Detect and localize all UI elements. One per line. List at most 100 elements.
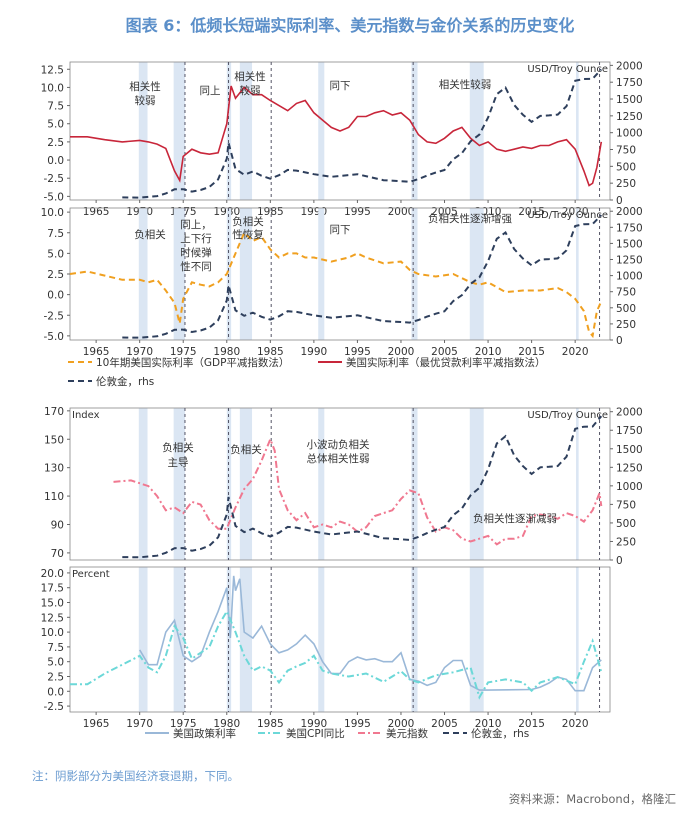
annotation-text: 性恢复 [232,228,264,241]
recession-band [239,408,253,560]
recession-band [138,567,148,712]
annotation-text: 同上， [180,219,212,231]
y-tick-label: -2.5 [44,701,65,713]
y-tick-label: 10.0 [41,207,64,219]
watermark-text: 格隆汇 [641,792,677,806]
recession-band [469,208,484,340]
y-tick-label: 7.5 [47,101,64,113]
y-tick-label: 170 [44,406,64,418]
rhs-tick-label: 1000 [616,128,643,140]
series-line-2 [70,609,603,700]
y-tick-label: 20.0 [41,568,64,580]
rhs-tick-label: 1750 [616,222,643,234]
rhs-tick-label: 1750 [616,77,643,89]
x-tick-label: 2005 [431,206,458,218]
rhs-tick-label: 250 [616,319,636,331]
recession-band [318,208,325,340]
y-tick-label: 90 [51,519,64,531]
y-tick-label: 10.0 [41,627,64,639]
x-tick-label: 2000 [388,206,415,218]
recession-band [226,408,232,560]
annotation-text: 负相关 [232,215,264,228]
rhs-tick-label: 1250 [616,462,643,474]
chart-panel-3: 170 150 130 110 90 70 2000 1750 1500 1250 1000 750 5… [44,406,643,567]
annotation-text: 负相关 [134,228,166,241]
recession-band [318,567,325,712]
annotation-text: 相关性 [234,70,266,83]
rhs-tick-label: 1500 [616,238,643,250]
recession-band [239,208,253,340]
series-line-1 [113,436,603,546]
annotation-text: 负相关 [162,441,194,454]
y-tick-label: 12.5 [41,64,64,76]
annotation-text: 性不同 [180,260,212,273]
plot-frame [69,566,611,713]
rhs-tick-label: 500 [616,518,636,530]
x-tick-label: 2015 [518,346,545,358]
x-tick-label: 1990 [301,718,328,730]
annotation-text: 同下 [330,80,351,92]
legend-label: 美元指数 [386,727,428,740]
y-tick-label: 17.5 [41,583,64,595]
rhs-tick-label: 1000 [616,271,643,283]
rhs-tick-label: 2000 [616,60,643,72]
y-tick-label: 0.0 [47,155,64,167]
x-tick-label: 1965 [83,206,110,218]
rhs-tick-label: 2000 [616,206,643,218]
x-tick-label: 1975 [170,718,197,730]
y-tick-label: 5.0 [47,119,64,131]
plot-frame [69,407,611,561]
rhs-tick-label: 0 [616,555,623,567]
rhs-tick-label: 1250 [616,255,643,267]
x-tick-label: 2005 [431,346,458,358]
recession-band [411,567,418,712]
legend-label: 美国实际利率（最优贷款利率平减指数法） [346,356,546,369]
x-tick-label: 2015 [518,206,545,218]
recession-band [239,62,253,200]
series-line-1 [139,575,602,692]
rhs-unit-label: USD/Troy Ounce [527,64,608,75]
recession-band [576,408,579,560]
y-tick-label: 5.0 [47,657,64,669]
y-tick-label: -5.0 [44,331,65,343]
x-tick-label: 2020 [562,718,589,730]
annotation-text: 小波动负相关 [307,438,370,451]
rhs-tick-label: 750 [616,287,636,299]
recession-band [173,208,185,340]
rhs-tick-label: 500 [616,303,636,315]
annotation-text: 负相关性逐渐减弱 [473,512,557,525]
y-tick-label: 70 [51,548,64,560]
footnote: 注：阴影部分为美国经济衰退期，下同。 [32,769,239,783]
rhs-tick-label: 1500 [616,444,643,456]
chart-panel-1: 12.5 10.0 7.5 5.0 2.5 0.0 -2.5 -5.0 2000 1750 1500… [41,60,643,218]
x-tick-label: 1980 [213,346,240,358]
y-tick-label: -2.5 [44,173,65,185]
recession-band [469,408,484,560]
series-line-2 [122,415,603,559]
x-tick-label: 2010 [475,346,502,358]
annotation-text: 总体相关性弱 [307,452,370,465]
annotation-text: 负相关 [230,443,262,456]
recession-band [411,408,418,560]
rhs-unit-label: USD/Troy Ounce [527,210,608,221]
x-tick-label: 2000 [388,346,415,358]
rhs-tick-label: 1000 [616,481,643,493]
y-tick-label: -5.0 [44,191,65,203]
recession-band [173,62,185,200]
recession-band [469,567,484,712]
rhs-tick-label: 1750 [616,425,643,437]
x-tick-label: 1980 [213,718,240,730]
y-tick-label: 7.5 [47,642,64,654]
y-tick-label: -2.5 [44,310,65,322]
recession-band [469,62,484,200]
series-line-1 [69,231,603,339]
series-line-2 [122,68,603,199]
y-tick-label: 2.5 [47,671,64,683]
source-text: 资料来源：Macrobond，格隆汇 [509,791,676,807]
y-tick-label: 0.0 [47,290,64,302]
figure-title: 图表 6：低频长短端实际利率、美元指数与金价关系的历史变化 [125,16,575,35]
x-tick-label: 2020 [562,346,589,358]
chart-panel-4: 20.0 17.5 15.0 12.5 10.0 7.5 5.0 2.5 0.0 -2.5 Perc… [41,566,611,730]
annotation-text: 相关性 [129,80,161,93]
